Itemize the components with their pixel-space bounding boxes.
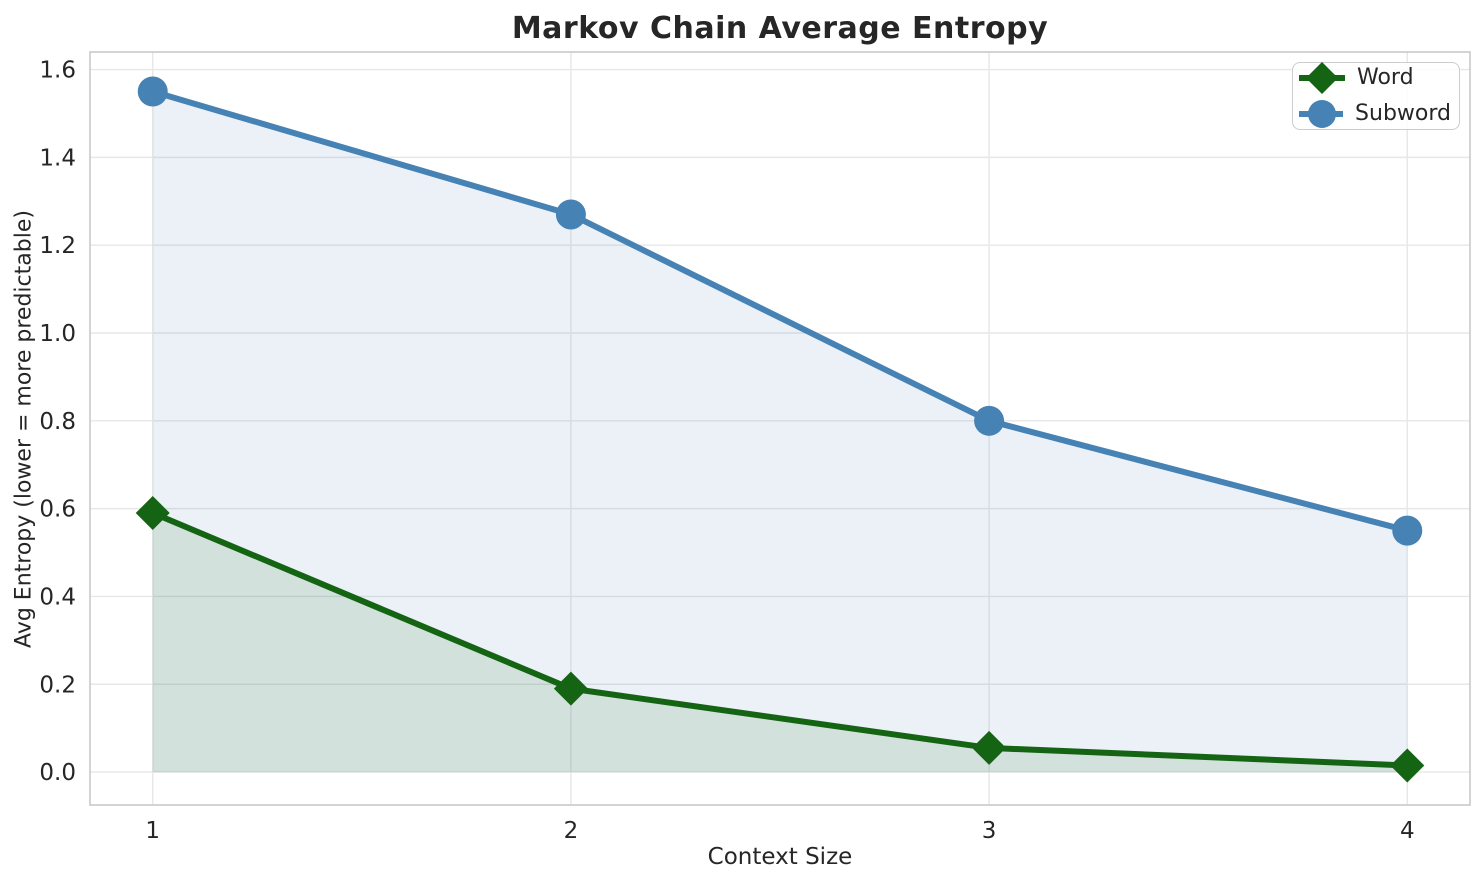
legend-diamond: [1306, 62, 1338, 94]
subword-data-point: [137, 76, 168, 107]
legend: Word Subword: [1292, 62, 1460, 130]
legend-label-word: Word: [1357, 65, 1414, 90]
subword-data-point: [1392, 515, 1423, 546]
x-axis-label: Context Size: [707, 844, 853, 870]
y-tick-label: 0.0: [39, 760, 76, 786]
legend-circle: [1308, 100, 1336, 128]
word-area-fill: [152, 513, 1408, 773]
legend-label-subword: Subword: [1355, 101, 1451, 126]
subword-circle-marker-icon: [1299, 100, 1344, 128]
chart-title: Markov Chain Average Entropy: [511, 11, 1049, 46]
x-tick-label: 4: [1400, 818, 1415, 844]
word-data-point: [1390, 748, 1425, 783]
y-tick-label: 0.6: [39, 497, 76, 523]
subword-data-point: [974, 405, 1005, 436]
word-data-point: [135, 496, 170, 531]
x-tick-label: 2: [564, 818, 579, 844]
legend-item-word: Word: [1299, 61, 1451, 95]
word-line: [149, 510, 1411, 769]
subword-area-fill: [152, 91, 1408, 773]
word-data-point: [972, 730, 1007, 765]
y-axis-label: Avg Entropy (lower = more predictable): [11, 210, 37, 648]
subword-line: [149, 88, 1411, 534]
y-tick-label: 0.2: [39, 672, 76, 698]
y-tick-label: 0.8: [39, 409, 76, 435]
x-tick-label: 3: [982, 818, 997, 844]
word-data-point: [553, 671, 588, 706]
y-tick-label: 1.4: [39, 145, 76, 171]
x-tick-label: 1: [145, 818, 160, 844]
plot-border: [89, 51, 1471, 806]
legend-item-subword: Subword: [1299, 97, 1451, 131]
y-tick-label: 1.2: [39, 233, 76, 259]
word-diamond-marker-icon: [1299, 62, 1345, 94]
subword-data-point: [555, 199, 586, 230]
y-tick-label: 0.4: [39, 584, 76, 610]
y-tick-label: 1.0: [39, 321, 76, 347]
y-tick-label: 1.6: [39, 58, 76, 84]
